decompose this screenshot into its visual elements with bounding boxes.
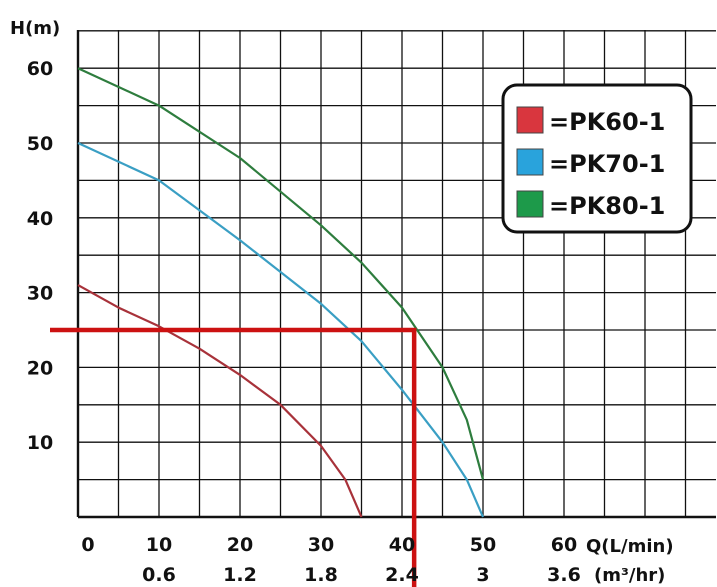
x2-tick-label: 3.6 <box>547 564 581 586</box>
legend-box <box>501 83 693 234</box>
y-tick-label: 40 <box>27 208 53 230</box>
series-line-pk60-1 <box>77 284 363 518</box>
x2-axis-label: (m³/hr) <box>594 565 665 586</box>
legend-label-pk70-1: =PK70-1 <box>549 150 665 178</box>
x2-tick-labels: 0.6 1.2 1.8 2.4 3 3.6 <box>142 564 581 586</box>
legend-label-pk80-1: =PK80-1 <box>549 192 665 220</box>
x-tick-label: 10 <box>146 534 172 556</box>
y-tick-label: 30 <box>27 283 53 305</box>
annotation-layer <box>50 327 417 587</box>
x2-tick-label: 0.6 <box>142 564 176 586</box>
y-tick-label: 50 <box>27 133 53 155</box>
legend: =PK60-1 =PK70-1 =PK80-1 <box>501 83 693 234</box>
x-tick-label: 30 <box>308 534 334 556</box>
series-layer <box>77 67 485 518</box>
x2-tick-label: 3 <box>476 564 489 586</box>
x2-tick-label: 1.2 <box>223 564 257 586</box>
x2-tick-label: 1.8 <box>304 564 338 586</box>
x2-tick-label: 2.4 <box>385 564 419 586</box>
x-tick-label: 60 <box>551 534 577 556</box>
legend-swatch-pk80-1 <box>516 190 544 218</box>
y-tick-labels: 10 20 30 40 50 60 <box>27 58 53 454</box>
y-axis-label: H(m) <box>10 18 60 39</box>
x-axis-label: Q(L/min) <box>586 536 674 557</box>
legend-swatch-pk60-1 <box>516 106 544 134</box>
y-tick-label: 10 <box>27 432 53 454</box>
y-tick-label: 20 <box>27 357 53 379</box>
x-tick-label: 40 <box>389 534 415 556</box>
x-tick-label: 0 <box>81 534 94 556</box>
legend-label-pk60-1: =PK60-1 <box>549 108 665 136</box>
y-tick-label: 60 <box>27 58 53 80</box>
legend-swatch-pk70-1 <box>516 148 544 176</box>
x-tick-labels: 0 10 20 30 40 50 60 <box>81 534 577 556</box>
series-line-pk80-1 <box>77 67 485 480</box>
x-tick-label: 20 <box>227 534 253 556</box>
series-line-pk70-1 <box>77 142 485 518</box>
x-tick-label: 50 <box>470 534 496 556</box>
